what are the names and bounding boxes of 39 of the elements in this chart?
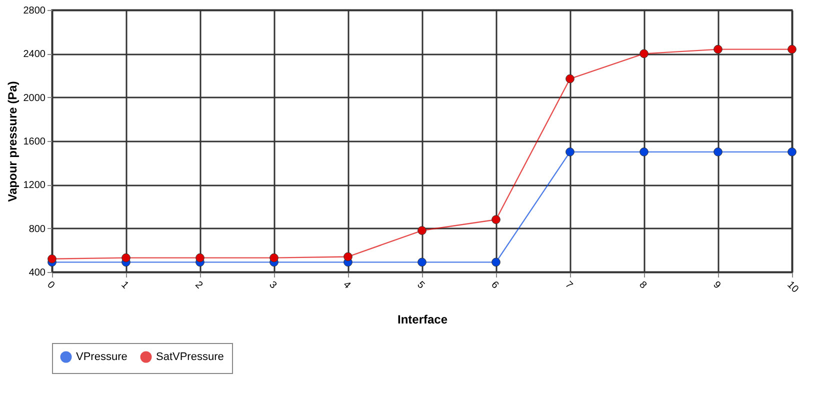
point (566, 147, 574, 156)
x-tick-label: 1 (118, 280, 131, 292)
x-tick-label: 10 (784, 280, 801, 296)
x-tick-label: 7 (562, 280, 575, 292)
point (196, 253, 204, 262)
point (566, 74, 574, 84)
x-tick-label: 5 (414, 280, 427, 292)
x-tick-label: 0 (44, 280, 57, 292)
x-tick-label: 3 (266, 280, 279, 292)
point (122, 253, 130, 262)
x-tick-label: 8 (636, 280, 649, 292)
legend-label: VPressure (76, 351, 128, 363)
point (714, 147, 722, 156)
y-tick-label: 1600 (23, 136, 46, 148)
point (48, 254, 56, 264)
y-tick-label: 2800 (23, 6, 46, 16)
point (640, 147, 648, 156)
point (640, 49, 648, 58)
y-tick-label: 2000 (23, 92, 46, 104)
x-axis-title: Interface (397, 312, 448, 326)
point (714, 44, 722, 54)
point (344, 252, 352, 262)
point (492, 258, 500, 267)
point (788, 147, 796, 156)
point (418, 258, 426, 267)
point (788, 44, 796, 54)
x-tick-label: 6 (488, 280, 501, 292)
y-tick-label: 800 (28, 224, 46, 235)
x-tick-label: 4 (340, 280, 353, 292)
y-tick-label: 1200 (23, 180, 46, 192)
x-tick-label: 9 (710, 280, 723, 292)
point (492, 215, 500, 224)
y-axis-title: Vapour pressure (Pa) (5, 81, 20, 202)
y-tick-label: 2400 (23, 49, 46, 60)
y-tick-label: 400 (28, 268, 46, 278)
point (270, 253, 278, 262)
legend-label: SatVPressure (156, 351, 224, 363)
point (418, 226, 426, 235)
x-tick-label: 2 (192, 280, 205, 292)
